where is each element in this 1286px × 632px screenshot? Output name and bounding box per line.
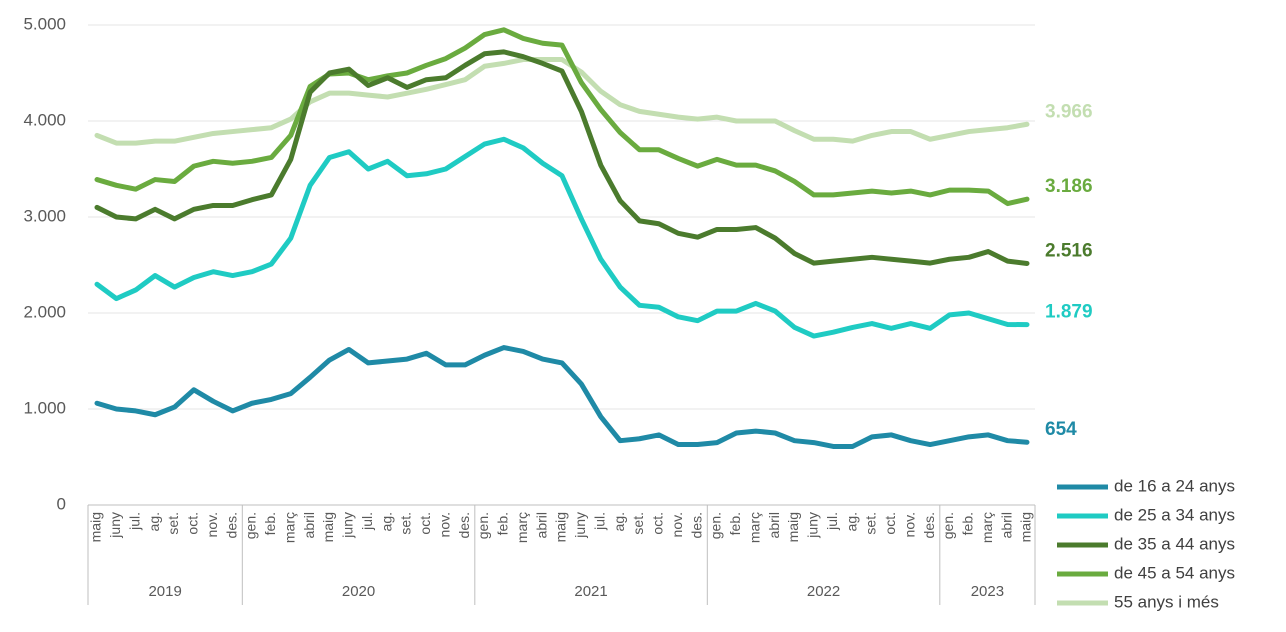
- x-tick-label: set.: [630, 512, 646, 535]
- y-tick-label: 4.000: [23, 110, 66, 129]
- y-tick-label: 5.000: [23, 14, 66, 33]
- x-tick-label: març: [281, 512, 297, 543]
- x-tick-label: abril: [766, 512, 782, 538]
- x-tick-label: nov.: [901, 512, 917, 537]
- x-tick-label: feb.: [960, 512, 976, 535]
- year-label: 2019: [148, 583, 181, 600]
- x-tick-label: des.: [223, 512, 239, 538]
- year-label: 2022: [807, 583, 840, 600]
- x-tick-label: gen.: [708, 512, 724, 539]
- x-tick-label: gen.: [243, 512, 259, 539]
- x-tick-label: des.: [688, 512, 704, 538]
- y-tick-label: 0: [57, 494, 66, 513]
- x-tick-label: juny: [805, 512, 821, 539]
- y-tick-label: 1.000: [23, 398, 66, 417]
- y-tick-label: 2.000: [23, 302, 66, 321]
- x-tick-label: març: [979, 512, 995, 543]
- x-tick-label: nov.: [436, 512, 452, 537]
- x-tick-label: maig: [88, 512, 104, 542]
- x-tick-label: des.: [921, 512, 937, 538]
- x-tick-label: abril: [998, 512, 1014, 538]
- x-tick-label: jul.: [591, 512, 607, 531]
- x-tick-label: set.: [165, 512, 181, 535]
- legend-label: de 25 a 34 anys: [1114, 505, 1235, 524]
- year-label: 2023: [971, 583, 1004, 600]
- x-tick-label: jul.: [359, 512, 375, 531]
- x-tick-label: ag.: [843, 512, 859, 531]
- end-label: 1.879: [1045, 302, 1093, 323]
- legend-label: de 16 a 24 anys: [1114, 476, 1235, 495]
- x-tick-label: gen.: [475, 512, 491, 539]
- x-tick-label: juny: [107, 512, 123, 539]
- year-label: 2021: [574, 583, 607, 600]
- year-label: 2020: [342, 583, 375, 600]
- x-tick-label: març: [746, 512, 762, 543]
- x-tick-label: ag.: [146, 512, 162, 531]
- series-line: [94, 27, 1030, 207]
- x-tick-label: juny: [340, 512, 356, 539]
- series-line: [94, 345, 1030, 449]
- legend-label: de 35 a 44 anys: [1114, 534, 1235, 553]
- x-tick-label: oct.: [650, 512, 666, 535]
- series-line: [94, 57, 1030, 146]
- x-tick-label: oct.: [417, 512, 433, 535]
- x-tick-label: des.: [456, 512, 472, 538]
- series-line: [94, 136, 1030, 339]
- x-tick-label: ag.: [611, 512, 627, 531]
- end-label: 3.186: [1045, 176, 1093, 197]
- series-line: [94, 49, 1030, 266]
- end-label: 3.966: [1045, 101, 1093, 122]
- x-tick-label: maig: [320, 512, 336, 542]
- x-tick-label: ag.: [378, 512, 394, 531]
- x-tick-label: maig: [553, 512, 569, 542]
- x-tick-label: nov.: [204, 512, 220, 537]
- x-tick-label: set.: [398, 512, 414, 535]
- legend-label: 55 anys i més: [1114, 592, 1219, 611]
- x-tick-label: oct.: [882, 512, 898, 535]
- x-tick-label: feb.: [262, 512, 278, 535]
- x-tick-label: set.: [863, 512, 879, 535]
- end-label: 654: [1045, 419, 1077, 440]
- x-tick-label: jul.: [824, 512, 840, 531]
- x-tick-label: oct.: [185, 512, 201, 535]
- x-tick-label: jul.: [126, 512, 142, 531]
- x-tick-label: març: [514, 512, 530, 543]
- x-tick-label: nov.: [669, 512, 685, 537]
- x-tick-label: feb.: [495, 512, 511, 535]
- x-tick-label: abril: [533, 512, 549, 538]
- x-tick-label: feb.: [727, 512, 743, 535]
- y-tick-label: 3.000: [23, 206, 66, 225]
- x-tick-label: gen.: [940, 512, 956, 539]
- x-tick-label: juny: [572, 512, 588, 539]
- x-tick-label: abril: [301, 512, 317, 538]
- legend-label: de 45 a 54 anys: [1114, 563, 1235, 582]
- x-tick-label: maig: [1018, 512, 1034, 542]
- end-label: 2.516: [1045, 240, 1093, 261]
- x-tick-label: maig: [785, 512, 801, 542]
